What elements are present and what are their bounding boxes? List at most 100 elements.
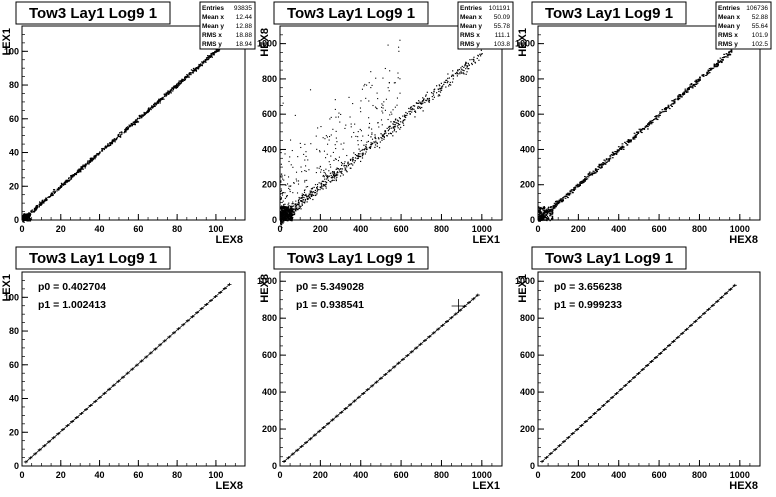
scatter-point [371, 128, 373, 130]
scatter-point [178, 82, 180, 84]
scatter-point [626, 144, 629, 146]
scatter-point [312, 198, 314, 201]
scatter-point [465, 61, 467, 63]
scatter-point [56, 190, 58, 192]
scatter-point [380, 133, 382, 135]
scatter-point [295, 171, 298, 173]
scatter-point [546, 209, 549, 212]
scatter-point [414, 111, 417, 113]
scatter-point [349, 116, 351, 118]
scatter-point [602, 163, 604, 165]
scatter-point [282, 205, 284, 207]
scatter-point [68, 177, 70, 179]
scatter-point [333, 179, 335, 181]
scatter-point [473, 60, 475, 62]
scatter-point [551, 213, 553, 215]
scatter-point [393, 127, 395, 129]
scatter-point [391, 127, 393, 129]
scatter-point [388, 125, 391, 128]
scatter-point [706, 72, 709, 74]
scatter-point [301, 203, 303, 205]
scatter-point [346, 166, 348, 168]
scatter-point [325, 185, 327, 187]
scatter-point [303, 189, 306, 192]
scatter-point [310, 195, 313, 198]
scatter-point [364, 147, 366, 150]
scatter-point [323, 171, 325, 173]
scatter-point [332, 151, 334, 153]
scatter-point [608, 158, 611, 160]
scatter-point [93, 156, 95, 158]
scatter-point [471, 58, 473, 61]
scatter-point [646, 124, 649, 126]
x-tick-label: 0 [535, 470, 540, 480]
scatter-point [323, 174, 325, 177]
scatter-point [678, 95, 681, 97]
y-tick-label: 800 [520, 74, 535, 84]
scatter-point [637, 132, 640, 134]
scatter-point [633, 132, 636, 134]
scatter-point [24, 214, 26, 216]
scatter-point [584, 178, 586, 180]
scatter-point [352, 159, 354, 161]
scatter-point [308, 196, 310, 199]
scatter-point [602, 162, 604, 164]
scatter-point [325, 135, 327, 137]
scatter-point [306, 201, 308, 203]
scatter-point [540, 211, 543, 213]
scatter-point [539, 212, 541, 215]
scatter-point [713, 65, 716, 67]
title-box [273, 246, 429, 270]
scatter-point [719, 60, 722, 62]
scatter-point [542, 206, 545, 208]
stats-label: Mean y [460, 23, 482, 30]
scatter-point [328, 161, 330, 163]
scatter-point [688, 87, 690, 89]
y-tick-label: 1000 [515, 39, 535, 49]
scatter-point [76, 170, 79, 172]
scatter-point [716, 62, 718, 65]
scatter-point [195, 69, 197, 71]
scatter-point [708, 69, 711, 72]
scatter-point [584, 179, 586, 181]
scatter-point [588, 171, 591, 173]
scatter-point [304, 143, 306, 145]
scatter-point [571, 189, 574, 191]
y-axis-label: HEX1 [517, 274, 529, 303]
scatter-point [644, 126, 647, 128]
scatter-point [640, 129, 643, 131]
scatter-point [471, 63, 473, 66]
scatter-point [284, 174, 286, 176]
scatter-point [336, 167, 338, 169]
scatter-point [348, 163, 350, 165]
scatter-point [410, 106, 413, 108]
scatter-point [556, 202, 558, 204]
scatter-point [594, 168, 597, 171]
scatter-point [697, 80, 700, 82]
scatter-point [611, 154, 614, 156]
scatter-point [689, 86, 692, 88]
scatter-point [623, 141, 626, 143]
scatter-point [115, 137, 117, 140]
scatter-point [596, 169, 598, 171]
scatter-point [301, 204, 304, 206]
scatter-point [97, 152, 100, 155]
chart-panel: 0 200 400 600 800 100002004006008001000LEX1HE… [257, 246, 503, 492]
scatter-point [383, 136, 385, 138]
scatter-point [310, 190, 312, 192]
scatter-point [548, 211, 551, 213]
y-tick-label: 400 [262, 387, 277, 397]
scatter-point [136, 117, 139, 120]
scatter-point [119, 132, 121, 134]
scatter-point [143, 114, 146, 116]
scatter-point [303, 196, 305, 199]
scatter-point [280, 173, 282, 175]
scatter-point [78, 169, 81, 171]
scatter-point [725, 56, 728, 58]
scatter-point [474, 61, 476, 63]
scatter-point [280, 220, 282, 222]
scatter-point [728, 51, 730, 53]
scatter-point [23, 217, 26, 219]
scatter-point [655, 115, 658, 117]
